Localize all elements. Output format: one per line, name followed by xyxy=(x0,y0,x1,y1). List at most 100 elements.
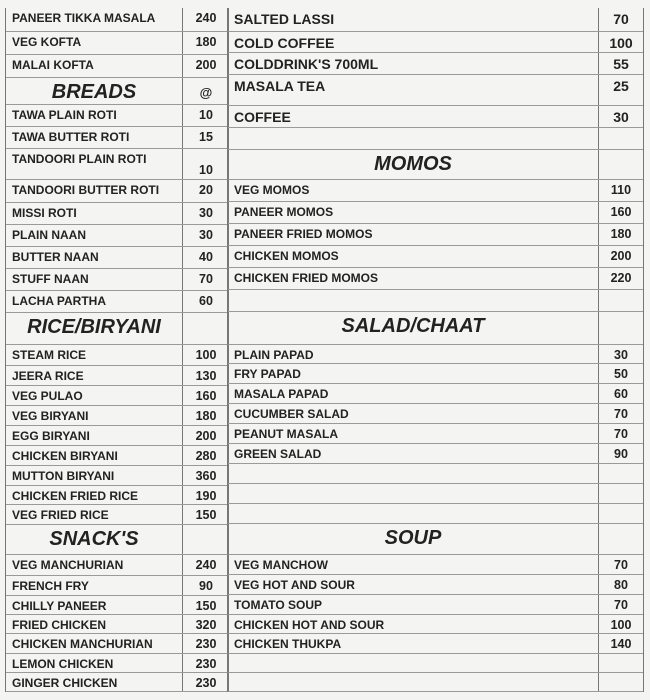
section-heading-row: BREADS @ xyxy=(6,78,228,105)
menu-item-row: SALTED LASSI 70 xyxy=(228,8,643,32)
item-price: 230 xyxy=(195,637,217,651)
column-divider xyxy=(182,8,183,692)
menu-item-row: BUTTER NAAN 40 xyxy=(6,247,228,269)
item-name: CUCUMBER SALAD xyxy=(234,407,349,421)
item-price: 70 xyxy=(613,11,629,27)
item-price: 90 xyxy=(199,579,213,593)
item-name: PLAIN PAPAD xyxy=(234,348,314,362)
section-heading-row: RICE/BIRYANI xyxy=(6,313,228,345)
item-name: STEAM RICE xyxy=(12,348,87,362)
menu-item-row: CHICKEN MANCHURIAN 230 xyxy=(6,634,228,654)
menu-item-row: COLDDRINK'S 700ML 55 xyxy=(228,53,643,75)
section-title: BREADS xyxy=(51,81,137,103)
menu-item-row: LACHA PARTHA 60 xyxy=(6,291,228,313)
item-name: FRENCH FRY xyxy=(12,579,89,593)
item-name: VEG MOMOS xyxy=(234,183,310,197)
menu-item-row: TAWA PLAIN ROTI 10 xyxy=(6,105,228,127)
menu-item-row: STEAM RICE 100 xyxy=(6,345,228,366)
item-name: MASALA TEA xyxy=(234,78,326,94)
item-price: 150 xyxy=(195,599,217,613)
blank-row xyxy=(228,673,643,692)
menu-item-row: COFFEE 30 xyxy=(228,106,643,128)
item-price: 90 xyxy=(614,447,628,461)
item-name: FRIED CHICKEN xyxy=(12,618,107,632)
menu-item-row: PLAIN PAPAD 30 xyxy=(228,345,643,364)
item-name: CHICKEN MOMOS xyxy=(234,249,339,263)
item-price: 55 xyxy=(613,56,629,72)
menu-item-row: VEG MANCHOW 70 xyxy=(228,555,643,575)
item-price: 60 xyxy=(199,294,213,308)
item-name: VEG HOT AND SOUR xyxy=(234,578,355,592)
menu-item-row: MASALA PAPAD 60 xyxy=(228,384,643,404)
menu-item-row: CHICKEN HOT AND SOUR 100 xyxy=(228,615,643,634)
item-price: 150 xyxy=(195,508,217,522)
item-name: LACHA PARTHA xyxy=(12,294,106,308)
menu-item-row: STUFF NAAN 70 xyxy=(6,269,228,291)
menu-table-right: SALTED LASSI 70 COLD COFFEE 100 COLDDRINK'S … xyxy=(227,8,644,692)
item-name: GINGER CHICKEN xyxy=(12,676,118,690)
menu-item-row: GREEN SALAD 90 xyxy=(228,444,643,464)
item-price: 30 xyxy=(199,206,213,220)
menu-item-row: GINGER CHICKEN 230 xyxy=(6,673,228,692)
item-price: 60 xyxy=(614,387,628,401)
item-price: 220 xyxy=(610,271,632,285)
section-title: MOMOS xyxy=(374,153,452,175)
menu-item-row: PANEER TIKKA MASALA 240 xyxy=(6,8,228,32)
menu-item-row: MUTTON BIRYANI 360 xyxy=(6,466,228,486)
menu-item-row: PLAIN NAAN 30 xyxy=(6,225,228,247)
menu-item-row: CHICKEN MOMOS 200 xyxy=(228,246,643,268)
item-name: CHILLY PANEER xyxy=(12,599,107,613)
item-name: STUFF NAAN xyxy=(12,272,89,286)
item-name: VEG PULAO xyxy=(12,389,83,403)
menu-item-row: VEG MANCHURIAN 240 xyxy=(6,555,228,576)
menu-item-row: TAWA BUTTER ROTI 15 xyxy=(6,127,228,149)
menu-item-row: COLD COFFEE 100 xyxy=(228,32,643,53)
item-price: 15 xyxy=(199,130,213,144)
section-title: SOUP xyxy=(384,527,442,549)
item-name: TOMATO SOUP xyxy=(234,598,323,612)
menu-item-row: TOMATO SOUP 70 xyxy=(228,595,643,615)
item-price: 80 xyxy=(614,578,628,592)
blank-row xyxy=(228,654,643,673)
item-name: VEG BIRYANI xyxy=(12,409,89,423)
blank-row xyxy=(228,484,643,504)
item-name: TAWA PLAIN ROTI xyxy=(12,108,117,122)
item-name: MALAI KOFTA xyxy=(12,58,94,72)
item-name: CHICKEN THUKPA xyxy=(234,637,342,651)
menu-item-row: EGG BIRYANI 200 xyxy=(6,426,228,446)
item-price: 180 xyxy=(195,35,217,49)
item-name: TANDOORI PLAIN ROTI xyxy=(12,152,147,166)
item-name: MASALA PAPAD xyxy=(234,387,329,401)
item-name: CHICKEN HOT AND SOUR xyxy=(234,618,385,632)
menu-item-row: TANDOORI PLAIN ROTI 10 xyxy=(6,149,228,180)
item-price: 100 xyxy=(610,618,632,632)
item-price: 190 xyxy=(195,489,217,503)
item-name: VEG MANCHOW xyxy=(234,558,328,572)
item-name: CHICKEN MANCHURIAN xyxy=(12,637,153,651)
item-price: 360 xyxy=(195,469,217,483)
menu-item-row: PANEER MOMOS 160 xyxy=(228,202,643,224)
item-price: 240 xyxy=(195,11,217,25)
item-price: 100 xyxy=(195,348,217,362)
item-price: 200 xyxy=(610,249,632,263)
menu-item-row: FRY PAPAD 50 xyxy=(228,364,643,384)
section-title: SNACK'S xyxy=(49,528,139,550)
menu-item-row: FRIED CHICKEN 320 xyxy=(6,615,228,634)
item-name: GREEN SALAD xyxy=(234,447,322,461)
item-price: 30 xyxy=(614,348,628,362)
menu-item-row: PANEER FRIED MOMOS 180 xyxy=(228,224,643,246)
item-price: 110 xyxy=(610,183,632,197)
menu-item-row: VEG FRIED RICE 150 xyxy=(6,505,228,525)
item-name: TAWA BUTTER ROTI xyxy=(12,130,130,144)
item-price: 230 xyxy=(195,676,217,690)
item-name: COFFEE xyxy=(234,109,291,125)
item-name: PLAIN NAAN xyxy=(12,228,86,242)
menu-item-row: CHILLY PANEER 150 xyxy=(6,596,228,615)
menu-item-row: FRENCH FRY 90 xyxy=(6,576,228,596)
item-price: @ xyxy=(199,85,213,100)
item-name: VEG MANCHURIAN xyxy=(12,558,124,572)
menu-item-row: VEG BIRYANI 180 xyxy=(6,406,228,426)
item-name: PANEER FRIED MOMOS xyxy=(234,227,373,241)
menu-item-row: MALAI KOFTA 200 xyxy=(6,55,228,78)
item-price: 240 xyxy=(195,558,217,572)
